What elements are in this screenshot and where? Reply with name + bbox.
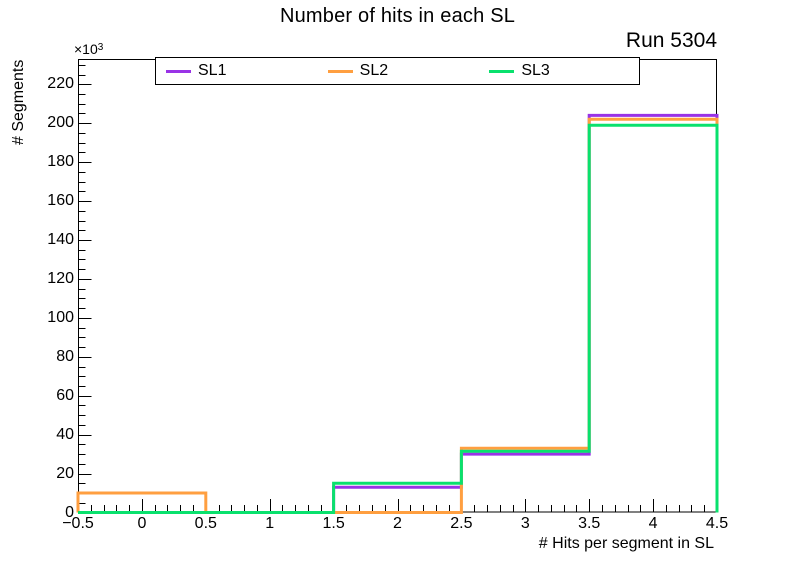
legend-entry-sl3: SL3 [479, 58, 641, 84]
series-line-sl3 [78, 123, 719, 514]
y-axis-exponent-power: 3 [97, 42, 104, 53]
legend-label: SL1 [198, 62, 227, 79]
x-tick-label: 0.5 [194, 515, 217, 532]
x-tick-label: 1.5 [322, 515, 345, 532]
sl3-legend-line [489, 70, 515, 73]
y-tick-label: 220 [47, 75, 74, 93]
sl1-legend-line [166, 70, 191, 73]
y-tick-label: 20 [56, 464, 74, 482]
x-tick-label: −0.5 [62, 515, 94, 532]
y-tick-label: 0 [65, 503, 74, 521]
legend-label: SL3 [521, 62, 550, 79]
legend: SL1 SL2 SL3 [155, 57, 640, 85]
x-axis-title: # Hits per segment in SL [538, 535, 714, 552]
y-axis-exponent-mantissa: ×10 [74, 41, 98, 57]
x-tick-label: 2 [393, 515, 402, 532]
sl2-legend-line [327, 70, 353, 73]
y-tick-label: 180 [47, 153, 74, 171]
plot-frame [78, 59, 717, 513]
x-tick-label: 3 [520, 515, 530, 532]
y-tick-label: 40 [56, 425, 74, 443]
x-tick-label: 2.5 [450, 515, 473, 532]
y-tick-label: 200 [47, 114, 74, 132]
x-tick-label: 3.5 [578, 515, 601, 532]
legend-label: SL2 [359, 62, 389, 79]
y-tick-label: 160 [47, 192, 74, 210]
series-line-sl1 [78, 113, 719, 514]
x-tick-label: 0 [137, 515, 147, 532]
y-tick-label: 80 [56, 347, 74, 365]
run-label: Run 5304 [625, 29, 717, 52]
x-tick-label: 4 [648, 515, 658, 532]
plot-title: Number of hits in each SL [279, 5, 516, 27]
y-tick-label: 100 [47, 308, 74, 326]
y-tick-label: 140 [47, 231, 74, 248]
y-tick-label: 60 [56, 386, 74, 404]
y-axis-exponent: ×103 [74, 41, 103, 57]
x-tick-label: 4.5 [705, 515, 729, 532]
x-tick-label: 1 [265, 515, 275, 532]
y-tick-label: 120 [47, 269, 74, 287]
series-line-sl2 [76, 117, 719, 514]
legend-entry-sl2: SL2 [318, 58, 480, 84]
legend-entry-sl1: SL1 [156, 58, 318, 84]
